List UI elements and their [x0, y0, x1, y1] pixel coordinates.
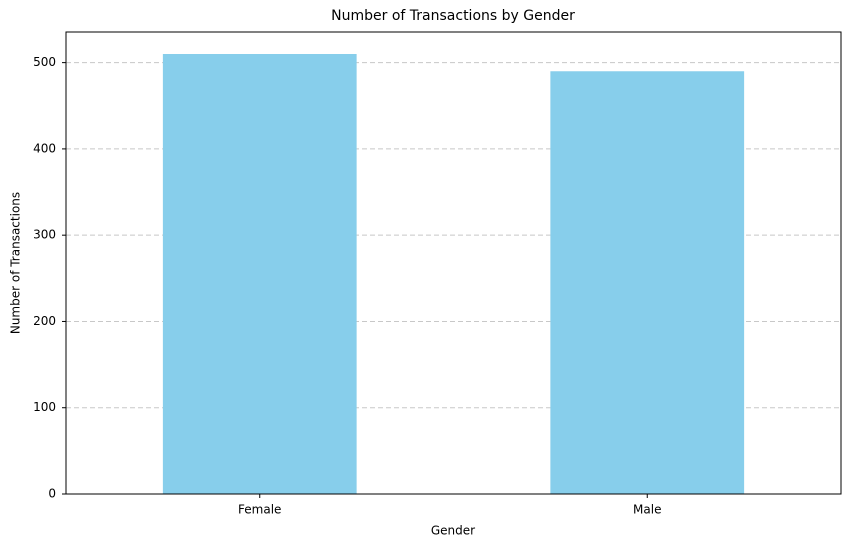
bar [550, 71, 745, 494]
y-axis-label: Number of Transactions [9, 192, 23, 334]
plot-frame [65, 31, 842, 495]
chart-title: Number of Transactions by Gender [331, 8, 575, 24]
y-tick-label: 100 [33, 400, 56, 414]
y-tick-label: 400 [33, 141, 56, 155]
bar [162, 54, 357, 494]
y-tick-label: 200 [33, 314, 56, 328]
y-tick-label: 0 [48, 487, 56, 501]
x-tick-label: Male [633, 503, 661, 517]
y-tick-label: 500 [33, 55, 56, 69]
y-tick-label: 300 [33, 228, 56, 242]
x-tick-label: Female [238, 503, 281, 517]
x-axis-label: Gender [431, 524, 475, 538]
bars [162, 54, 745, 494]
